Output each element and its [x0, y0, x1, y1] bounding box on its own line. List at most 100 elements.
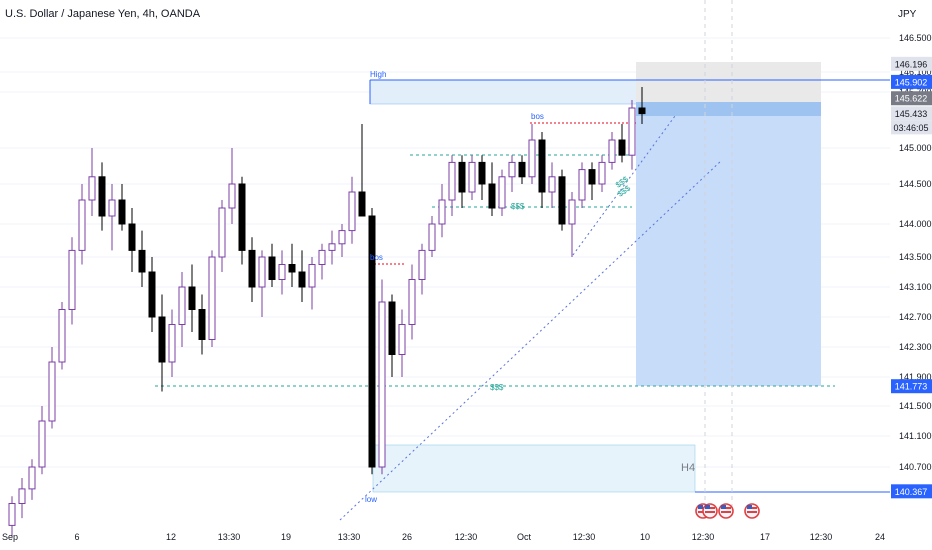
price-tick-label: 141.100: [899, 431, 932, 441]
price-tick-label: 143.500: [899, 252, 932, 262]
candle-body: [448, 161, 456, 201]
time-tick-label: 12:30: [455, 532, 478, 542]
candle-body: [518, 161, 526, 178]
candle-body: [188, 286, 196, 310]
candle-body: [218, 207, 226, 258]
time-tick-label: 12:30: [692, 532, 715, 542]
trend-line-short: [572, 115, 676, 256]
candle-body: [458, 161, 466, 193]
candle-body: [628, 107, 636, 156]
price-tick-label: 141.900: [899, 372, 932, 382]
price-tag: [891, 106, 932, 121]
price-tick-label: 144.000: [899, 219, 932, 229]
candle-body: [418, 249, 426, 280]
candle-body: [488, 183, 496, 209]
price-tick-label: 142.300: [899, 342, 932, 352]
time-tick-label: 13:30: [218, 532, 241, 542]
candle-body: [238, 183, 246, 251]
candle-body: [558, 176, 566, 225]
candle-body: [348, 191, 356, 232]
price-tag-label: 141.773: [895, 382, 928, 392]
candle-body: [318, 249, 326, 265]
candle-body: [508, 161, 516, 178]
candle-body: [98, 176, 106, 217]
price-tag-label: 145.433: [895, 109, 928, 119]
candle-body: [568, 199, 576, 225]
price-tag: [891, 379, 932, 394]
candle-body: [608, 139, 616, 163]
candle-body: [268, 256, 276, 280]
candle-body: [128, 223, 136, 251]
price-tag-label: 145.902: [895, 77, 928, 87]
candle-body: [468, 161, 476, 193]
candle-body: [8, 503, 16, 526]
price-tag-label: 146.196: [895, 59, 928, 69]
price-tag: [891, 74, 932, 89]
time-tick-label: 13:30: [338, 532, 361, 542]
price-tag-label: 145.622: [895, 94, 928, 104]
candle-body: [148, 271, 156, 318]
candle-body: [38, 420, 46, 468]
candle-body: [18, 488, 26, 504]
candle-body: [108, 199, 116, 217]
annotation-h4: H4: [681, 462, 695, 474]
candle-body: [398, 324, 406, 355]
candle-body: [478, 161, 486, 185]
candle-body: [88, 176, 96, 201]
high-zone-right: [636, 62, 821, 102]
candle-body: [548, 176, 556, 193]
candle-body: [368, 215, 376, 468]
candles: [8, 87, 646, 537]
candle-body: [498, 176, 506, 209]
price-tick-label: 146.500: [899, 33, 932, 43]
candle-body: [328, 243, 336, 251]
price-tags: 146.196 145.902 145.622 145.433 03:46:05 141.…: [891, 56, 932, 499]
us-flag-icon[interactable]: [744, 503, 760, 519]
candle-body: [198, 309, 206, 340]
candle-body: [298, 271, 306, 288]
candle-body: [578, 169, 586, 201]
candle-body: [48, 361, 56, 422]
price-tick-label: 143.100: [899, 282, 932, 292]
candle-body: [248, 249, 256, 288]
candle-body: [228, 183, 236, 209]
price-tick-label: 146.100: [899, 67, 932, 77]
candle-body: [338, 230, 346, 245]
us-flag-icon[interactable]: [702, 503, 718, 519]
price-tick-label: 140.700: [899, 462, 932, 472]
annotation-liquidity-1: $$$: [490, 383, 504, 392]
event-icons[interactable]: [695, 503, 760, 519]
candle-body: [138, 249, 146, 273]
time-tick-label: 26: [402, 532, 412, 542]
candle-body: [168, 324, 176, 363]
annotation-bos-1: bos: [370, 253, 383, 262]
price-tag: [891, 56, 932, 71]
low-zone: [372, 444, 696, 493]
candle-body: [528, 139, 536, 178]
candle-body: [428, 223, 436, 251]
candle-body: [278, 264, 286, 280]
annotation-bos-2: bos: [531, 112, 544, 121]
candle-body: [378, 301, 386, 468]
time-ticks: Sep 6 12 13:30 19 13:30 26 12:30 Oct 12:30 10 12:30…: [2, 532, 885, 542]
time-tick-label: 17: [760, 532, 770, 542]
candle-body: [68, 249, 76, 310]
candle-body: [598, 161, 606, 185]
time-tick-label: 19: [281, 532, 291, 542]
price-tick-label: 144.500: [899, 179, 932, 189]
candle-body: [158, 316, 166, 363]
price-tag-label: 140.367: [895, 487, 928, 497]
time-tick-label: 6: [74, 532, 79, 542]
candle-body: [438, 199, 446, 225]
entry-zone: [636, 102, 821, 116]
time-tick-label: 12:30: [573, 532, 596, 542]
price-tag-label: 03:46:05: [893, 123, 928, 133]
currency-label: JPY: [898, 9, 917, 20]
price-tag: [891, 91, 932, 106]
us-flag-icon[interactable]: [718, 503, 734, 519]
candle-body: [118, 199, 126, 225]
candle-body: [258, 256, 266, 288]
candle-body: [178, 286, 186, 325]
time-tick-label: 10: [640, 532, 650, 542]
